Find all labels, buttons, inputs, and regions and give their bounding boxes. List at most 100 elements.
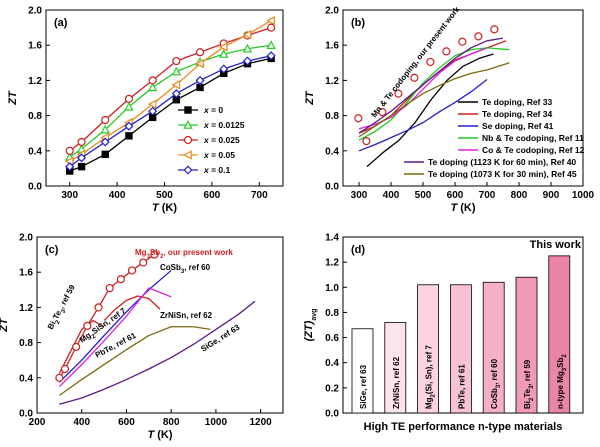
series-line-bi2te3-ref-59	[58, 319, 105, 374]
data-point	[266, 40, 276, 50]
bar-label-mg2-si-sn-ref-7: Mg2(Si, Sn), ref 7	[425, 345, 437, 409]
label-part: 2	[55, 319, 62, 325]
label-part: (Si, Sn), ref 7	[425, 345, 434, 394]
bar-sige-ref-63	[351, 328, 374, 414]
data-point	[171, 89, 181, 99]
data-point	[147, 99, 157, 109]
x-tick-label-700: 700	[251, 190, 268, 201]
series-markers-present-work	[55, 250, 159, 382]
bar-label-n-type-mg3sb2: n-type Mg3Sb2	[556, 354, 568, 409]
x-tick-label-700: 700	[479, 190, 496, 201]
label-part: SiGe, ref 63	[359, 364, 368, 409]
y-tick-label-0.8: 0.8	[19, 338, 33, 349]
x-axis-label: High TE performance n-type materials	[364, 421, 563, 433]
data-point	[125, 132, 133, 140]
panel-b-chart: 300 400 500 600 700 800 900 1000 0.0 0.4 0.8 1.2 1.6…	[304, 4, 595, 214]
y-tick-label-0.6: 0.6	[325, 333, 339, 344]
data-point	[139, 258, 148, 267]
series-line-x-0-025	[69, 26, 272, 152]
data-point	[94, 303, 103, 312]
legend-entry-x-0-05: x = 0.05	[203, 150, 235, 160]
series-x-0-05	[64, 15, 275, 167]
label-part: 2	[562, 354, 568, 358]
data-point	[105, 283, 114, 293]
data-point	[60, 364, 70, 374]
x-tick-label-600: 600	[447, 190, 464, 201]
series-line-x-0-0125	[69, 44, 272, 158]
data-point	[242, 56, 252, 66]
bar-zrnisn-ref-62	[384, 322, 407, 414]
legend-entry-x-0-0125: x = 0.0125	[203, 120, 245, 130]
bar-label-pbte-ref-61: PbTe, ref 61	[457, 364, 466, 409]
bar-label-cosb3-ref-60: CoSb3, ref 60	[490, 358, 502, 409]
legend-entry-nb-te-codoping-ref-11: Nb & Te codoping, Ref 11	[482, 133, 584, 143]
label-part: 3	[562, 367, 568, 371]
y-tick-label-2: 2.0	[19, 233, 33, 244]
legend-marker	[183, 150, 192, 160]
panel-c-chart: 200 400 600 800 1000 1200 0.0 0.4 0.8 1.2 1.6 2.0 T …	[0, 233, 284, 441]
label-part: , ref 60	[490, 358, 499, 384]
legend: Te doping, Ref 33 Te doping, Ref 34 Se dop…	[404, 97, 585, 179]
y-tick-label-0.8: 0.8	[28, 111, 42, 122]
legend-entry-val: = 0.1	[209, 165, 231, 175]
data-point	[195, 75, 205, 85]
data-point	[77, 162, 86, 171]
legend-marker	[183, 120, 193, 129]
series-x-0	[66, 54, 275, 175]
bar-pbte-ref-61	[449, 284, 472, 414]
y-tick-label-0.8: 0.8	[325, 308, 339, 319]
panel-label: (c)	[45, 244, 59, 256]
x-axis-label-symbol: T	[152, 202, 160, 214]
panel-a-chart: 300 400 500 600 700 0.0 0.4 0.8 1.2 1.6 2.0 T (K) ZT…	[7, 6, 284, 214]
x-tick-label-1000: 1000	[205, 417, 228, 428]
legend-marker	[184, 106, 192, 114]
y-tick-label-1.2: 1.2	[325, 76, 339, 87]
x-axis-label: T (K)	[147, 429, 172, 441]
x-tick-label-600: 600	[204, 190, 221, 201]
y-tick-label-1.6: 1.6	[325, 41, 339, 52]
data-point	[171, 66, 182, 76]
label-part: Te	[523, 388, 532, 397]
series-line-te-doping-1123-k-for-60-min-ref-40	[358, 37, 504, 134]
label-zrnisn: ZrNiSn, ref 62	[160, 311, 213, 320]
label-part: , ref 60	[184, 263, 210, 272]
data-point	[219, 49, 229, 58]
data-point	[266, 51, 276, 61]
legend-entry-x-0-1: x = 0.1	[203, 165, 231, 175]
data-point	[77, 153, 87, 163]
label-part: Bi	[523, 401, 532, 409]
legend-entry-te-doping-1073-k-for-30-min-ref-45: Te doping (1073 K for 30 min), Ref 45	[428, 169, 577, 179]
data-point	[127, 266, 137, 275]
legend-entry-var: x	[203, 120, 210, 130]
label-part: , ref 59	[523, 359, 532, 385]
label-sige: SiGe, ref 63	[199, 322, 242, 353]
y-tick-label-1.4: 1.4	[325, 233, 339, 244]
label-part: n-type Mg	[556, 371, 565, 409]
data-point	[219, 64, 229, 74]
x-tick-label-400: 400	[109, 190, 126, 201]
y-tick-label-0.4: 0.4	[28, 146, 42, 157]
y-tick-label-2: 2.0	[325, 6, 339, 17]
data-point	[394, 89, 403, 98]
series-line-pbte-ref-61	[58, 287, 172, 388]
data-point	[172, 56, 181, 66]
x-tick-label-300: 300	[61, 190, 78, 201]
y-tick-label-2: 2.0	[28, 6, 42, 17]
label-bi2te3: Bi2Te3, ref 59	[46, 283, 80, 333]
x-tick-label-1000: 1000	[572, 190, 595, 201]
x-axis-label-symbol: T	[147, 429, 155, 441]
label-part: Mg	[135, 248, 147, 257]
bar-label-bi2te3-ref-59: Bi2Te3, ref 59	[523, 359, 535, 409]
legend-entry-te-doping-1123-k-for-60-min-ref-40: Te doping (1123 K for 60 min), Ref 40	[428, 157, 576, 167]
bar-n-type-mg3sb2	[548, 255, 571, 414]
x-tick-label-1200: 1200	[250, 417, 273, 428]
series-x-0-025	[65, 23, 276, 155]
x-tick-label-300: 300	[351, 190, 368, 201]
label-part: SiGe, ref 63	[199, 322, 242, 353]
panel-label: (d)	[351, 244, 365, 256]
data-point	[378, 107, 387, 117]
series-line-sige-ref-63	[59, 300, 256, 405]
legend-entry-te-doping-ref-33: Te doping, Ref 33	[482, 97, 552, 107]
